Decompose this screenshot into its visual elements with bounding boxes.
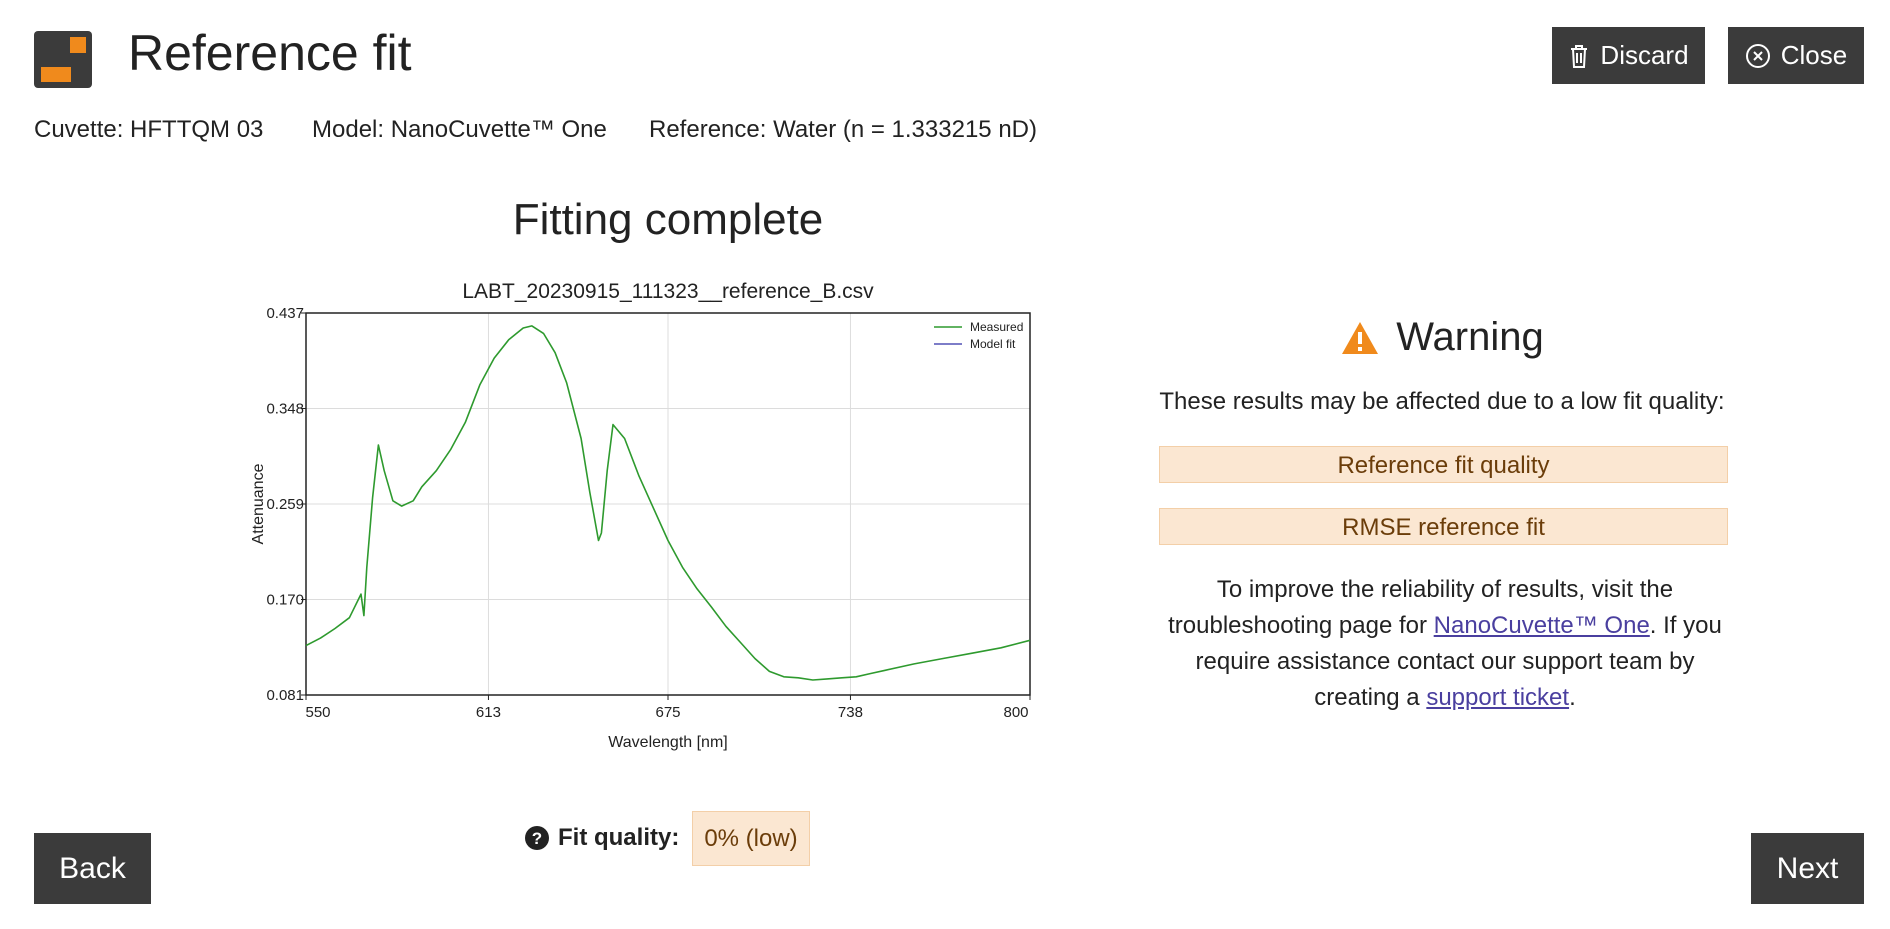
svg-text:?: ?	[532, 829, 542, 848]
y-tick-label: 0.081	[266, 687, 304, 704]
x-tick-label: 550	[305, 704, 330, 721]
fit-quality-label: Fit quality:	[558, 824, 680, 851]
x-tick-label: 800	[1003, 704, 1028, 721]
support-ticket-link[interactable]: support ticket	[1426, 684, 1570, 711]
warning-item-reference-fit-quality: Reference fit quality	[1159, 446, 1728, 483]
trash-icon	[1571, 44, 1588, 68]
help-text-1: To improve the reliability of results, v…	[1168, 576, 1674, 639]
help-paragraph: To improve the reliability of results, v…	[1155, 572, 1735, 716]
troubleshooting-link[interactable]: NanoCuvette™ One	[1433, 612, 1650, 639]
next-button[interactable]: Next	[1751, 833, 1864, 904]
reference-info: Reference: Water (n = 1.333215 nD)	[649, 116, 1037, 143]
y-tick-label: 0.437	[266, 305, 304, 322]
legend-label: Model fit	[970, 337, 1016, 351]
y-tick-label: 0.259	[266, 496, 304, 513]
warning-header: Warning	[1152, 315, 1732, 360]
discard-label: Discard	[1600, 40, 1689, 70]
x-tick-label: 738	[838, 704, 863, 721]
warning-icon	[1342, 321, 1379, 354]
page-title: Reference fit	[128, 25, 412, 81]
fitting-status-title: Fitting complete	[512, 195, 824, 244]
plot-frame	[305, 312, 1031, 696]
x-tick-label: 675	[655, 704, 680, 721]
discard-button[interactable]: Discard	[1552, 27, 1705, 84]
y-tick-label: 0.170	[266, 592, 304, 609]
help-icon[interactable]: ?	[524, 825, 550, 851]
app-logo	[34, 31, 92, 88]
close-button[interactable]: Close	[1728, 27, 1864, 84]
x-tick-label: 613	[476, 704, 501, 721]
warning-title: Warning	[1396, 315, 1544, 359]
model-info: Model: NanoCuvette™ One	[312, 116, 607, 143]
warning-item-rmse-reference-fit: RMSE reference fit	[1159, 508, 1728, 545]
close-label: Close	[1780, 40, 1848, 70]
legend-label: Measured	[970, 320, 1023, 334]
help-text-3: .	[1569, 684, 1576, 711]
back-button[interactable]: Back	[34, 833, 151, 904]
help-text-2: . If you require assistance contact our …	[1195, 612, 1722, 711]
reference-fit-chart: LABT_20230915_111323__reference_B.csv 550…	[250, 280, 1031, 751]
fit-quality: ? Fit quality:	[524, 810, 679, 866]
chart-title: LABT_20230915_111323__reference_B.csv	[462, 280, 874, 303]
warning-text: These results may be affected due to a l…	[1159, 388, 1725, 415]
close-circle-icon	[1745, 43, 1770, 68]
y-axis-label: Attenuance	[250, 463, 267, 544]
series-line-measured	[305, 325, 1031, 681]
fit-quality-value: 0% (low)	[692, 811, 810, 866]
x-axis-label: Wavelength [nm]	[608, 734, 727, 751]
y-tick-label: 0.348	[266, 401, 304, 418]
cuvette-info: Cuvette: HFTTQM 03	[34, 116, 264, 143]
